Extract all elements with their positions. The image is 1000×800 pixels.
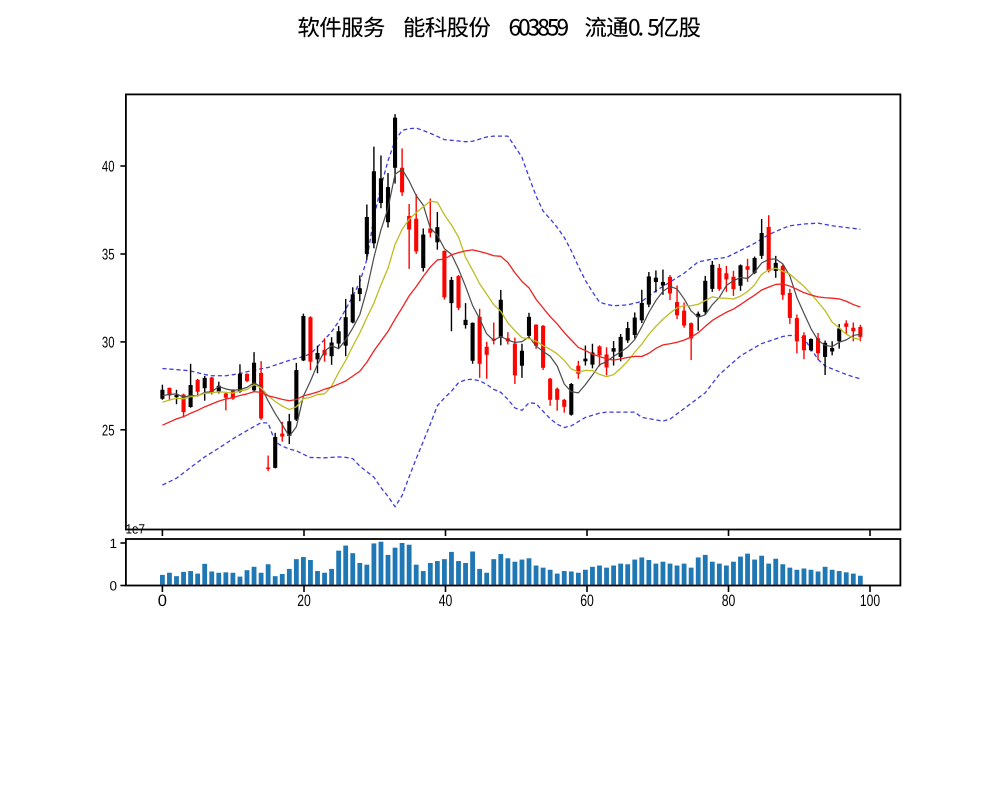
svg-text:1e7: 1e7 [126, 522, 146, 537]
svg-text:80: 80 [722, 592, 736, 610]
svg-text:100: 100 [860, 592, 880, 610]
svg-text:40: 40 [102, 159, 115, 176]
svg-text:25: 25 [102, 422, 115, 439]
svg-text:1: 1 [109, 536, 117, 551]
svg-text:40: 40 [439, 592, 453, 610]
svg-text:35: 35 [102, 247, 115, 264]
svg-text:20: 20 [297, 592, 311, 610]
svg-text:0: 0 [109, 578, 117, 593]
svg-text:30: 30 [102, 334, 115, 351]
svg-text:0: 0 [158, 592, 167, 610]
svg-text:60: 60 [580, 592, 594, 610]
